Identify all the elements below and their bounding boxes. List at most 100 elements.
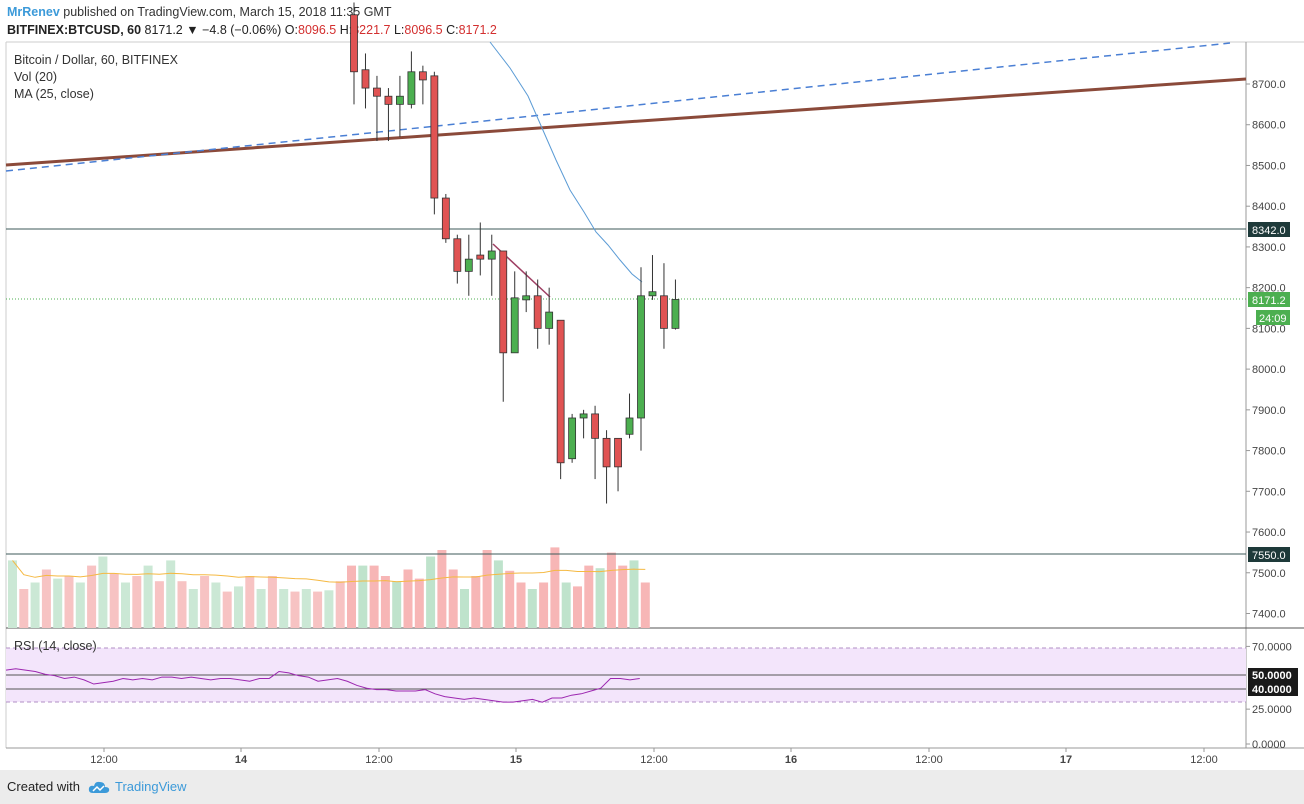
candle-body: [671, 299, 680, 329]
volume-bars: [8, 547, 650, 628]
price-tick-label: 8000.0: [1252, 364, 1286, 376]
volume-bar: [290, 591, 300, 628]
volume-bar: [550, 547, 560, 628]
volume-bar: [41, 569, 51, 628]
volume-bar: [584, 565, 594, 628]
rsi-axis[interactable]: 70.0000 25.0000 0.0000: [1246, 641, 1292, 751]
volume-bar: [143, 565, 153, 628]
volume-bar: [437, 550, 447, 628]
trend-line-dashed[interactable]: [5, 42, 1231, 172]
volume-bar: [279, 589, 289, 628]
high-value: 8221.7: [352, 23, 391, 37]
time-tick-label: 14: [235, 754, 248, 766]
volume-bar: [53, 578, 63, 628]
price-axis[interactable]: 8700.0 8600.0 8500.0 8400.0 8300.0 8200.0 8100…: [1246, 79, 1286, 620]
candle-body: [407, 71, 416, 105]
volume-bar: [98, 556, 108, 628]
candle-body: [453, 238, 462, 272]
volume-bar: [267, 576, 277, 628]
candles: [350, 2, 680, 504]
close-value: 8171.2: [458, 23, 497, 37]
legend-ma: MA (25, close): [14, 87, 94, 101]
candle-body: [418, 71, 427, 81]
volume-bar: [482, 550, 492, 628]
candle-body: [441, 197, 450, 240]
rsi-line: [5, 668, 640, 703]
candle-body: [625, 417, 634, 435]
volume-bar: [595, 568, 605, 628]
volume-bar: [19, 589, 29, 628]
publish-line: MrRenev published on TradingView.com, Ma…: [7, 5, 391, 19]
candle-body: [568, 417, 577, 460]
volume-bar: [188, 589, 198, 628]
high-label: H:: [339, 23, 353, 37]
author-link[interactable]: MrRenev: [7, 5, 60, 19]
level-label-7550: 7550.0: [1252, 550, 1286, 562]
price-tick-label: 8500.0: [1252, 160, 1286, 172]
volume-bar: [245, 576, 255, 628]
volume-bar: [493, 560, 503, 628]
candle-body: [637, 295, 645, 419]
volume-bar: [561, 582, 571, 628]
candle-body: [430, 75, 439, 199]
publish-info: published on TradingView.com, March 15, …: [63, 5, 392, 19]
candle-body: [602, 437, 611, 468]
last-price-box: [1248, 292, 1290, 307]
volume-bar: [539, 582, 549, 628]
last-price-label: 8171.2: [1252, 295, 1286, 307]
candle-body: [487, 250, 496, 260]
volume-bar: [403, 569, 413, 628]
legend-vol: Vol (20): [14, 70, 57, 84]
tradingview-brand[interactable]: TradingView: [88, 779, 187, 794]
price-tick-label: 8100.0: [1252, 323, 1286, 335]
close-label: C:: [446, 23, 459, 37]
countdown-label: 24:09: [1259, 313, 1287, 325]
price-tick-label: 7500.0: [1252, 568, 1286, 580]
volume-bar: [460, 589, 469, 628]
low-value: 8096.5: [404, 23, 443, 37]
candle-body: [464, 258, 473, 272]
volume-bar: [392, 581, 402, 628]
volume-bar: [8, 560, 17, 628]
price-chart[interactable]: Bitcoin / Dollar, 60, BITFINEX Vol (20) …: [0, 0, 1304, 770]
price-tick-label: 8700.0: [1252, 79, 1286, 91]
volume-bar: [64, 576, 74, 628]
change-text: ▼ −4.8 (−0.06%): [186, 23, 282, 37]
volume-bar: [301, 589, 311, 628]
volume-bar: [527, 589, 537, 628]
candle-body: [361, 69, 370, 89]
time-tick-label: 12:00: [365, 754, 393, 766]
candle-body: [522, 295, 531, 301]
price-tick-label: 7600.0: [1252, 527, 1286, 539]
volume-bar: [313, 591, 323, 628]
price-tick-label: 7800.0: [1252, 446, 1286, 458]
candle-body: [396, 95, 404, 105]
volume-bar: [606, 552, 616, 628]
level-label-8342: 8342.0: [1252, 225, 1286, 237]
time-tick-label: 12:00: [90, 754, 118, 766]
volume-bar: [516, 582, 526, 628]
volume-bar: [414, 578, 424, 628]
volume-bar: [234, 586, 243, 628]
time-tick-label: 12:00: [1190, 754, 1218, 766]
rsi-50-box: [1248, 668, 1298, 682]
time-tick-label: 16: [785, 754, 797, 766]
time-axis[interactable]: 12:00 14 12:00 15 12:00 16 12:00 17 12:00: [90, 748, 1218, 766]
open-label: O:: [284, 23, 298, 37]
candle-body: [476, 254, 485, 260]
candle-body: [648, 291, 657, 297]
price-tick-label: 7700.0: [1252, 486, 1286, 498]
ohlc-line: BITFINEX:BTCUSD, 60 8171.2 ▼ −4.8 (−0.06…: [7, 23, 497, 37]
volume-bar: [629, 560, 639, 628]
last-price-text: 8171.2: [144, 23, 183, 37]
candle-body: [499, 250, 508, 354]
volume-ma-line: [12, 560, 646, 583]
volume-bar: [211, 582, 221, 628]
rsi-50-label: 50.0000: [1252, 670, 1292, 682]
candle-body: [579, 413, 588, 419]
volume-bar: [505, 570, 515, 628]
time-tick-label: 17: [1060, 754, 1072, 766]
level-label-8342-box: [1248, 222, 1290, 237]
volume-bar: [87, 565, 97, 628]
trend-line-solid[interactable]: [5, 77, 1247, 167]
